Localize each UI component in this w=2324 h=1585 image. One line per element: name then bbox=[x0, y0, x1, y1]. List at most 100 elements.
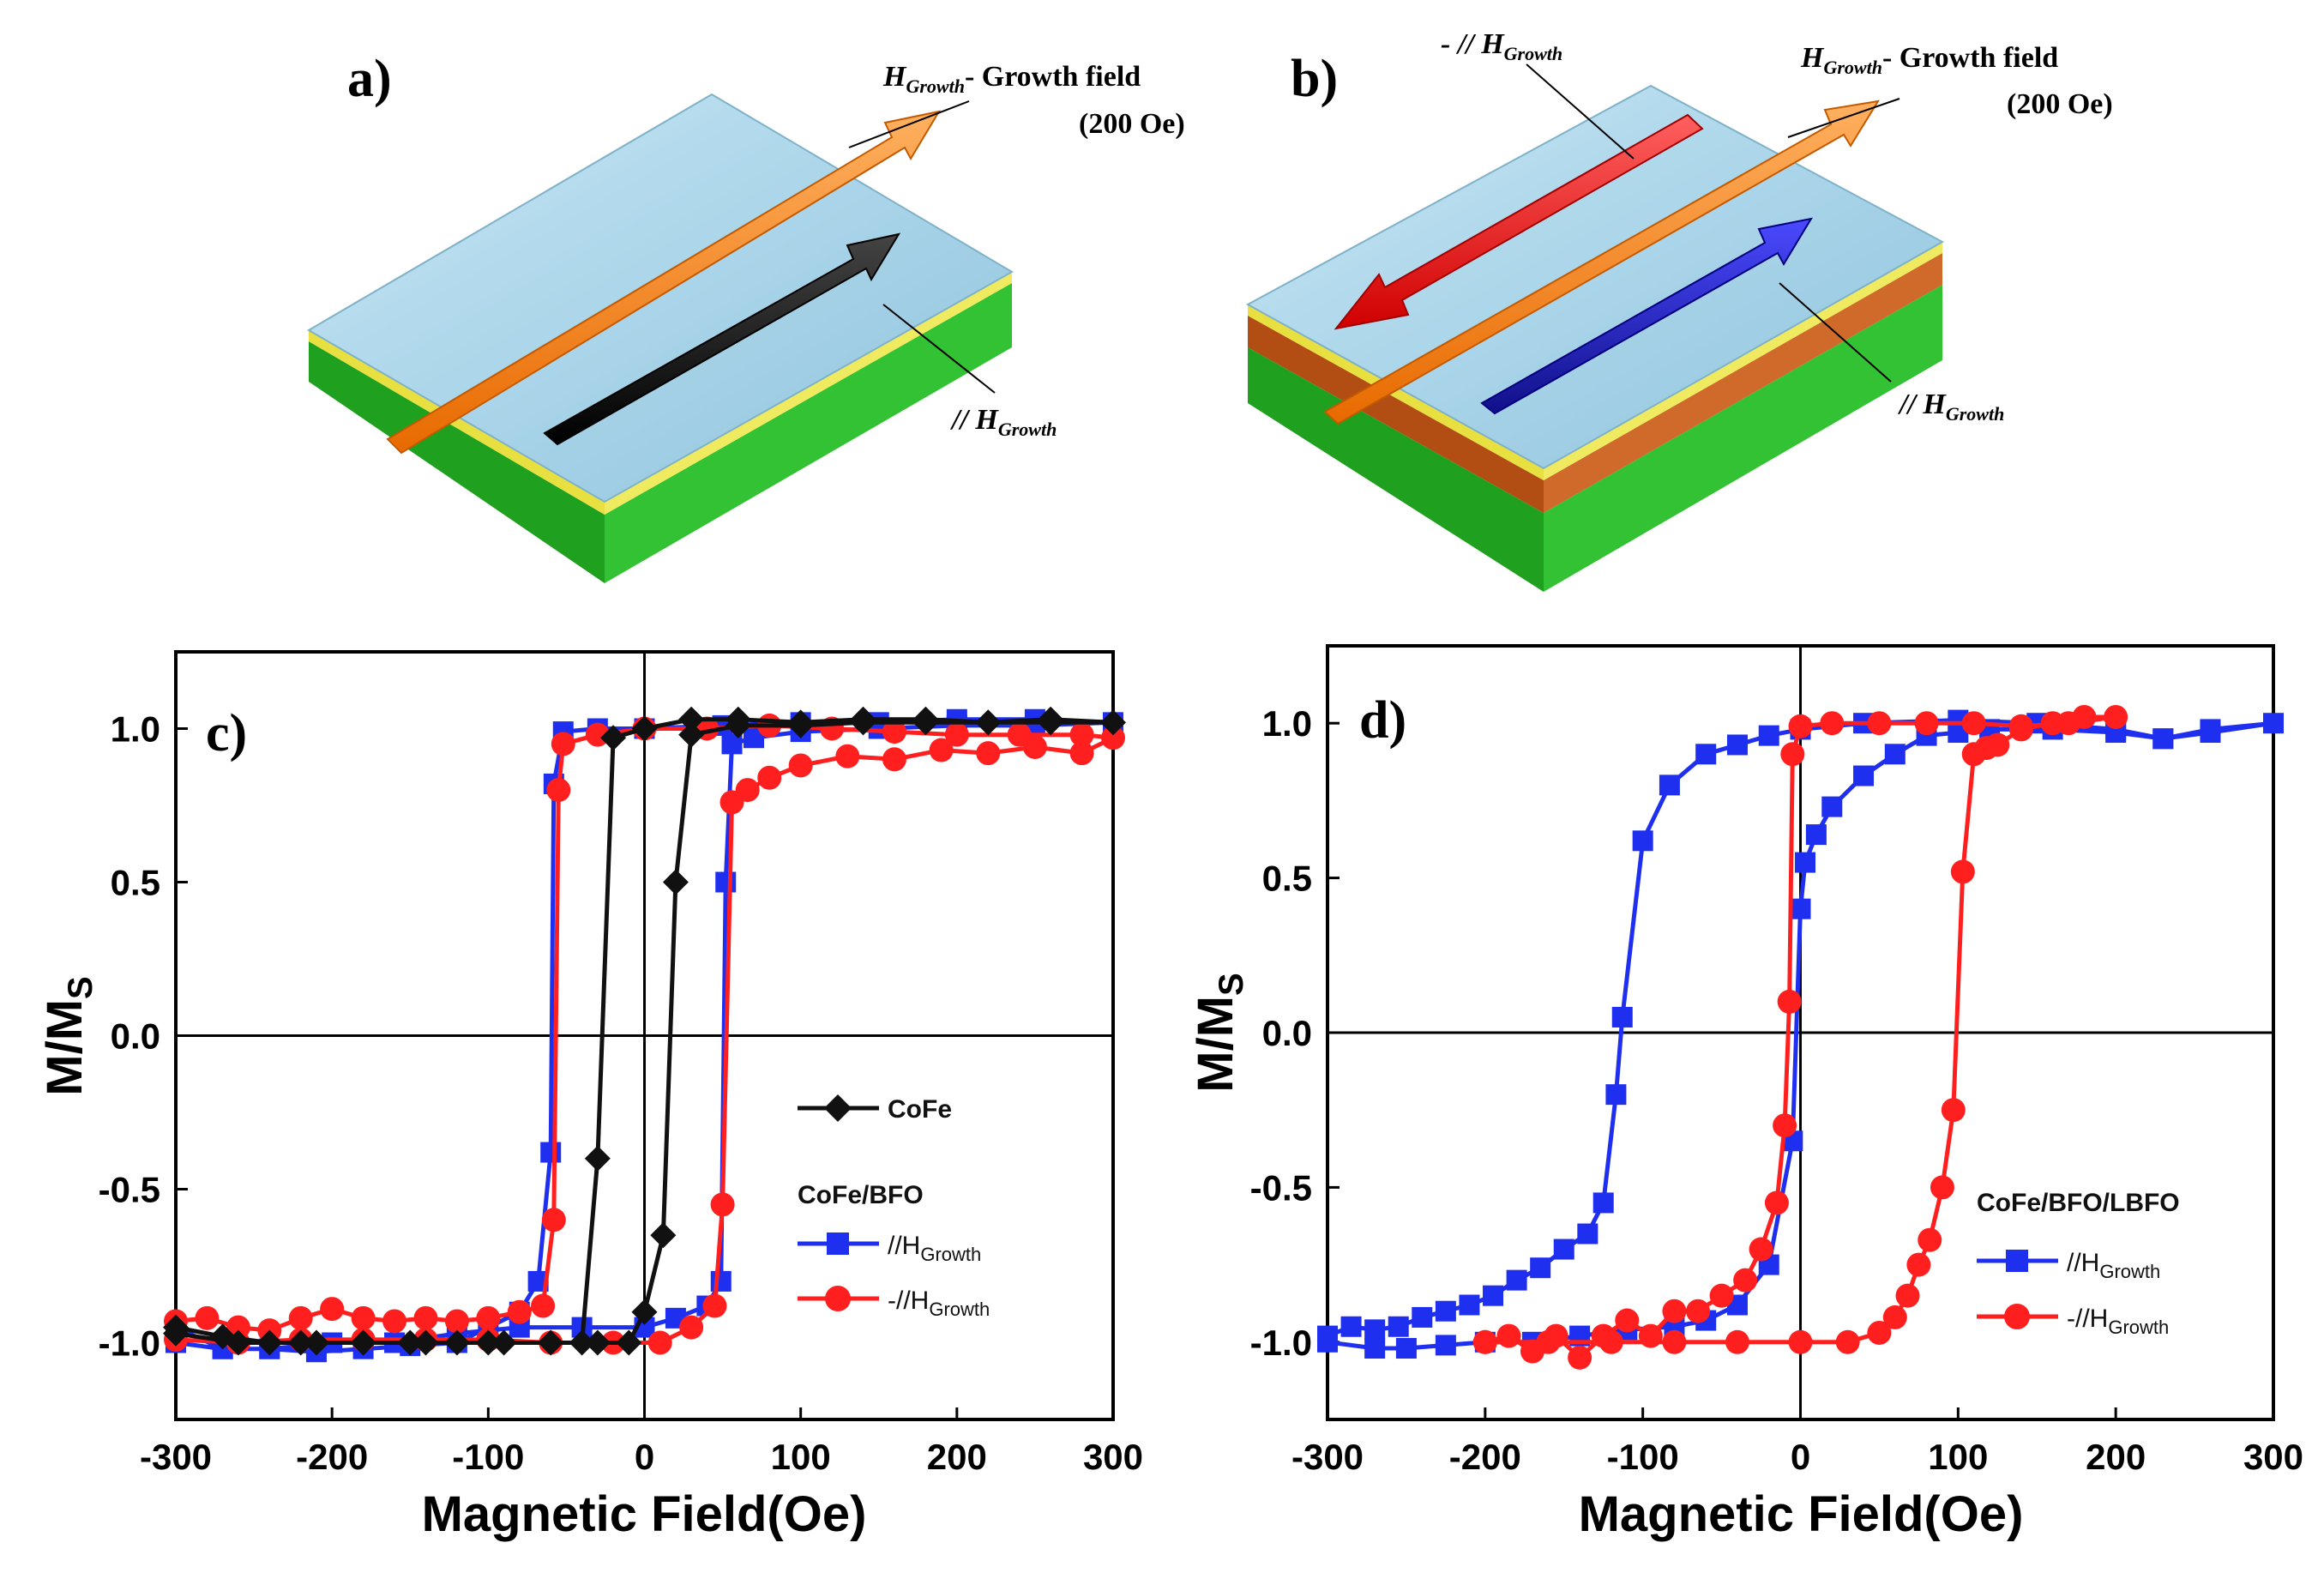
y-tick-label: -0.5 bbox=[1250, 1167, 1312, 1208]
y-tick-label: 1.0 bbox=[111, 709, 160, 750]
x-tick-label: -100 bbox=[1607, 1437, 1679, 1477]
data-point-diamond bbox=[584, 1145, 611, 1172]
data-point-square bbox=[1884, 744, 1906, 765]
legend-c-blue-marker bbox=[827, 1232, 849, 1255]
data-point-circle bbox=[531, 1293, 556, 1318]
data-point-square bbox=[1577, 1223, 1599, 1244]
data-point-diamond bbox=[397, 1329, 424, 1356]
data-point-circle bbox=[835, 744, 860, 768]
data-point-circle bbox=[382, 1309, 407, 1334]
data-point-diamond bbox=[650, 1222, 677, 1249]
data-point-square bbox=[1611, 1006, 1633, 1028]
data-point-square bbox=[1317, 1331, 1338, 1353]
chart-c-ylabel: M/MS bbox=[37, 976, 99, 1095]
legend-d-blue-label: //HGrowth bbox=[2067, 1249, 2160, 1282]
data-point-diamond bbox=[631, 1299, 658, 1325]
x-tick-label: -300 bbox=[140, 1437, 212, 1477]
data-point-circle bbox=[1472, 1329, 1497, 1354]
data-point-circle bbox=[1069, 722, 1094, 747]
data-point-circle bbox=[1895, 1283, 1920, 1308]
data-point-square bbox=[1632, 830, 1653, 852]
chart-c: -300 -200 -100 0 100 200 300-1.0-0.50.00.51.0 … bbox=[37, 650, 1143, 1542]
data-point-square bbox=[1412, 1306, 1433, 1328]
data-point-square bbox=[1506, 1269, 1527, 1291]
data-point-square bbox=[715, 871, 737, 893]
data-point-circle bbox=[1725, 1329, 1749, 1354]
legend-d-group-title: CoFe/BFO/LBFO bbox=[1977, 1189, 2180, 1217]
data-point-circle bbox=[1882, 1305, 1907, 1329]
data-point-circle bbox=[1918, 1227, 1942, 1252]
data-point-circle bbox=[1536, 1329, 1561, 1354]
panel-b-letter: b) bbox=[1291, 50, 1338, 108]
legend-cofe-label: CoFe bbox=[888, 1095, 952, 1124]
data-point-circle bbox=[1764, 1190, 1789, 1215]
chart-c-letter: c) bbox=[206, 704, 247, 762]
chart-d-ylabel: M/MS bbox=[1188, 973, 1250, 1092]
data-point-circle bbox=[882, 747, 906, 772]
brown-layer-front bbox=[1248, 316, 1544, 513]
data-point-circle bbox=[2040, 711, 2065, 736]
data-point-circle bbox=[1709, 1283, 1734, 1308]
data-point-circle bbox=[1615, 1308, 1640, 1333]
data-point-diamond bbox=[256, 1329, 283, 1356]
data-point-circle bbox=[1961, 711, 1986, 736]
growth-field-leader-b bbox=[1787, 98, 1900, 138]
chart-d: -300 -200 -100 0 100 200 300-1.0-0.50.00.51.0 … bbox=[1188, 644, 2303, 1542]
yellow-layer-front bbox=[309, 330, 605, 515]
chart-c-xlabel: Magnetic Field(Oe) bbox=[422, 1486, 867, 1542]
chart-d-series bbox=[1317, 704, 2284, 1370]
data-point-diamond bbox=[1100, 709, 1126, 736]
data-point-circle bbox=[541, 1208, 566, 1232]
data-point-diamond bbox=[725, 712, 751, 738]
growth-field-leader bbox=[848, 100, 970, 148]
data-point-square bbox=[1853, 765, 1875, 786]
data-point-circle bbox=[320, 1297, 345, 1322]
data-point-circle bbox=[1941, 1098, 1966, 1123]
data-point-circle bbox=[351, 1305, 376, 1330]
data-point-circle bbox=[1101, 726, 1125, 750]
data-point-diamond bbox=[225, 1329, 251, 1356]
parallel-arrow-black bbox=[543, 232, 901, 446]
data-point-circle bbox=[1867, 711, 1892, 736]
substrate-right bbox=[605, 283, 1012, 583]
chart-d-xlabel: Magnetic Field(Oe) bbox=[1579, 1486, 2024, 1542]
parallel-arrow-blue bbox=[1480, 217, 1814, 415]
data-point-diamond bbox=[1038, 709, 1064, 736]
data-point-square bbox=[1364, 1338, 1386, 1359]
chart-c-series bbox=[163, 706, 1126, 1363]
data-point-circle bbox=[1599, 1329, 1623, 1354]
x-tick-label: -100 bbox=[452, 1437, 524, 1477]
data-point-circle bbox=[710, 1192, 735, 1217]
data-point-diamond bbox=[678, 706, 705, 732]
data-point-circle bbox=[1496, 1323, 1521, 1348]
antiparallel-label-b: - // HGrowth bbox=[1441, 28, 1562, 64]
data-point-diamond bbox=[662, 869, 689, 895]
data-point-diamond bbox=[975, 709, 1002, 736]
data-point-circle bbox=[1773, 1113, 1797, 1138]
x-tick-label: 100 bbox=[771, 1437, 831, 1477]
data-point-circle bbox=[1662, 1299, 1687, 1323]
legend-c-red-marker bbox=[825, 1286, 851, 1311]
data-point-circle bbox=[1638, 1323, 1663, 1348]
legend-d-red-marker bbox=[2004, 1304, 2030, 1329]
antiparallel-leader bbox=[1526, 63, 1635, 160]
data-point-circle bbox=[2072, 704, 2097, 729]
y-tick-label: 0.0 bbox=[111, 1016, 160, 1057]
data-point-diamond bbox=[538, 1329, 564, 1356]
data-point-square bbox=[1605, 1084, 1627, 1106]
brown-layer-right bbox=[1544, 253, 1942, 513]
data-point-circle bbox=[929, 738, 954, 762]
data-point-square bbox=[2152, 728, 2174, 750]
y-tick-label: 0.5 bbox=[1262, 859, 1312, 899]
yellow-layer-right-b bbox=[1544, 242, 1942, 480]
data-point-square bbox=[2200, 722, 2221, 744]
y-tick-label: -1.0 bbox=[1250, 1323, 1312, 1363]
growth-field-arrow bbox=[386, 110, 942, 455]
data-point-circle bbox=[1777, 989, 1802, 1014]
data-point-diamond bbox=[912, 709, 939, 736]
data-point-circle bbox=[2104, 704, 2128, 729]
data-point-square bbox=[1530, 1257, 1551, 1279]
data-point-square bbox=[710, 1270, 732, 1292]
data-point-circle bbox=[679, 1315, 704, 1340]
